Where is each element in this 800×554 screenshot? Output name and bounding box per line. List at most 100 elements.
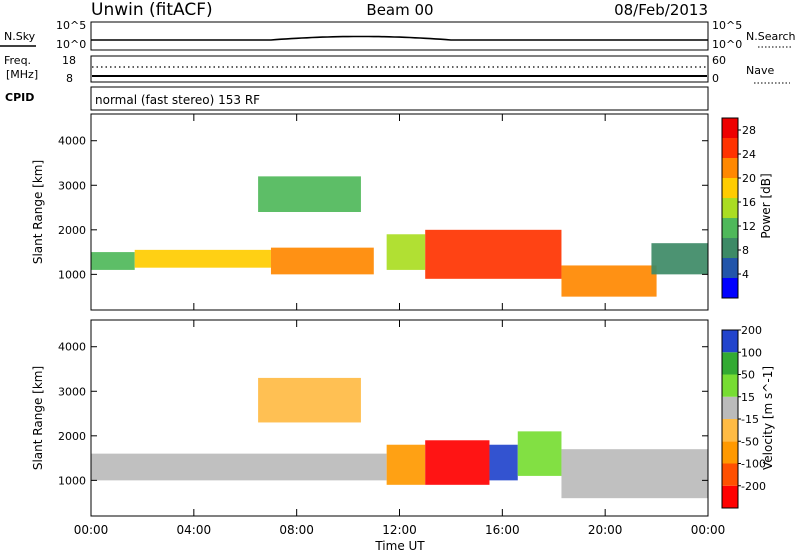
nsky-tick-bottom: 10^0 <box>56 38 86 51</box>
power-panel: 1000 2000 3000 4000 Slant Range [km] <box>31 113 709 311</box>
data-region-6 <box>561 265 657 297</box>
y-tick-label-0: 1000 <box>58 268 86 281</box>
data-region-5 <box>517 431 562 476</box>
velocity-cbar-tick-label-6: 100 <box>741 346 762 359</box>
nsearch-tick-top: 10^5 <box>712 19 742 32</box>
power-y-axis-label: Slant Range [km] <box>31 160 45 264</box>
data-region-2 <box>386 444 426 485</box>
x-tick-label-2: 08:00 <box>279 523 314 537</box>
power-cbar-segment-1 <box>722 258 738 278</box>
date-title: 08/Feb/2013 <box>614 1 708 19</box>
velocity-cbar-tick-label-0: -200 <box>741 480 766 493</box>
data-region-4 <box>386 234 426 270</box>
power-cbar-segment-5 <box>722 178 738 198</box>
power-cbar-tick-label-2: 12 <box>742 220 756 233</box>
data-region-6 <box>561 449 708 499</box>
power-cbar-tick-label-4: 20 <box>742 172 756 185</box>
cpid-panel: CPID normal (fast stereo) 153 RF <box>5 86 709 111</box>
power-cbar-segment-7 <box>722 138 738 158</box>
nave-label: Nave <box>746 64 774 77</box>
velocity-cbar-tick-label-2: -50 <box>741 435 759 448</box>
nsky-label: N.Sky <box>4 30 36 43</box>
freq-tick-bottom: 8 <box>66 72 73 85</box>
velocity-cbar-tick-label-7: 200 <box>741 324 762 337</box>
velocity-cbar-segment-7 <box>722 330 738 353</box>
velocity-cbar-segment-5 <box>722 374 738 397</box>
velocity-x-ticks: 00:00 04:00 08:00 12:00 16:00 20:00 00:00 <box>74 320 726 537</box>
data-region-7 <box>651 243 708 275</box>
power-cbar-tick-label-0: 4 <box>742 268 749 281</box>
power-cbar-tick-label-6: 28 <box>742 124 756 137</box>
power-colorbar-label: Power [dB] <box>759 173 773 238</box>
velocity-colorbar: -200 -100 -50 -15 15 50 100 200 <box>721 324 766 509</box>
x-tick-label-0: 00:00 <box>74 523 109 537</box>
power-cbar-segment-6 <box>722 158 738 178</box>
freq-unit-label: [MHz] <box>6 68 38 81</box>
power-cbar-segment-8 <box>722 118 738 138</box>
power-cbar-tick-label-3: 16 <box>742 196 756 209</box>
beam-title: Beam 00 <box>366 1 433 19</box>
velocity-data <box>91 377 708 499</box>
velocity-cbar-tick-label-5: 50 <box>741 369 755 382</box>
velocity-cbar-segment-2 <box>722 441 738 464</box>
station-title: Unwin (fitACF) <box>91 0 213 20</box>
power-cbar-segment-4 <box>722 198 738 218</box>
velocity-cbar-segment-6 <box>722 352 738 375</box>
nsky-tick-top: 10^5 <box>56 19 86 32</box>
velocity-cbar-tick-label-4: 15 <box>741 391 755 404</box>
nsearch-tick-bottom: 10^0 <box>712 38 742 51</box>
y-tick-label-2: 3000 <box>58 385 86 398</box>
power-cbar-tick-label-5: 24 <box>742 148 756 161</box>
power-cbar-segment-0 <box>722 278 738 298</box>
freq-label: Freq. <box>4 54 31 67</box>
power-cbar-segment-3 <box>722 218 738 238</box>
y-tick-label-0: 1000 <box>58 474 86 487</box>
power-cbar-frame <box>721 117 739 299</box>
cpid-label: CPID <box>5 91 34 104</box>
velocity-cbar-tick-label-1: -100 <box>741 458 766 471</box>
x-tick-label-4: 16:00 <box>485 523 520 537</box>
velocity-cbar-segment-1 <box>722 463 738 486</box>
y-tick-label-2: 3000 <box>58 179 86 192</box>
x-axis-label: Time UT <box>374 539 425 553</box>
data-region-2 <box>270 247 374 275</box>
noise-series-line <box>91 35 708 41</box>
y-tick-label-1: 2000 <box>58 224 86 237</box>
power-data <box>91 176 708 297</box>
data-region-0 <box>91 453 387 481</box>
noise-panel: N.Sky 10^5 10^0 10^5 10^0 N.Search <box>0 19 796 51</box>
x-tick-label-6: 00:00 <box>691 523 726 537</box>
nsearch-label: N.Search <box>746 30 796 43</box>
data-region-1 <box>258 377 361 423</box>
velocity-y-ticks: 1000 2000 3000 4000 <box>58 341 708 487</box>
data-region-3 <box>258 176 361 212</box>
freq-panel: Freq. [MHz] 18 8 60 0 Nave <box>4 54 790 85</box>
y-tick-label-3: 4000 <box>58 135 86 148</box>
velocity-colorbar-label: Velocity [m s^-1] <box>761 366 775 470</box>
freq-tick-top: 18 <box>62 54 76 67</box>
velocity-cbar-segment-3 <box>722 419 738 442</box>
velocity-cbar-tick-label-3: -15 <box>741 413 759 426</box>
power-x-ticks <box>90 114 709 310</box>
velocity-panel: 1000 2000 3000 4000 00:00 04:00 08:00 12:00 16:… <box>31 319 726 553</box>
velocity-y-axis-label: Slant Range [km] <box>31 366 45 470</box>
data-region-4 <box>489 444 518 481</box>
power-y-ticks: 1000 2000 3000 4000 <box>58 135 708 281</box>
data-region-1 <box>134 249 271 268</box>
data-region-5 <box>425 229 562 279</box>
cpid-value: normal (fast stereo) 153 RF <box>95 93 260 107</box>
x-tick-label-3: 12:00 <box>382 523 417 537</box>
velocity-cbar-segment-0 <box>722 485 738 508</box>
power-colorbar: 4 8 12 16 20 24 28 <box>721 117 756 299</box>
data-region-3 <box>425 440 490 485</box>
x-tick-label-1: 04:00 <box>177 523 212 537</box>
nave-tick-bottom: 0 <box>712 72 719 85</box>
data-region-0 <box>91 252 135 270</box>
x-tick-label-5: 20:00 <box>588 523 623 537</box>
power-cbar-tick-label-1: 8 <box>742 244 749 257</box>
nave-tick-top: 60 <box>712 54 726 67</box>
y-tick-label-1: 2000 <box>58 430 86 443</box>
velocity-cbar-segment-4 <box>722 396 738 419</box>
y-tick-label-3: 4000 <box>58 341 86 354</box>
